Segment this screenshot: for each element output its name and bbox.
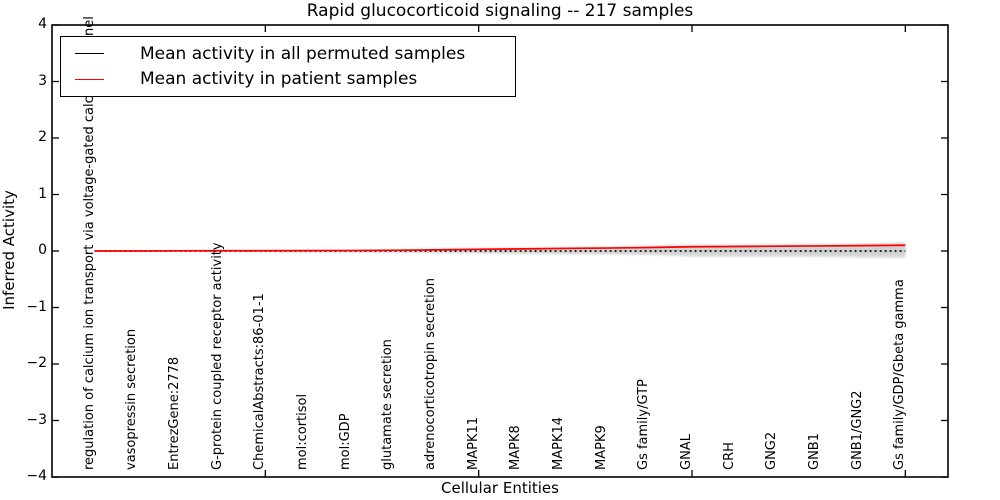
patient-line-sample bbox=[75, 78, 104, 80]
y-tick-label: 3 bbox=[38, 72, 47, 89]
y-tick-label: 0 bbox=[38, 242, 47, 258]
x-category-label: GNAL bbox=[679, 434, 694, 470]
x-category-label: MAPK14 bbox=[551, 416, 566, 470]
y-tick-label: 4 bbox=[38, 16, 47, 32]
y-axis-label: Inferred Activity bbox=[0, 190, 18, 310]
x-category-label: glutamate secretion bbox=[380, 339, 396, 470]
x-category-label: MAPK11 bbox=[465, 416, 481, 470]
x-category-label: mol:GDP bbox=[337, 413, 353, 470]
chart-title: Rapid glucocorticoid signaling -- 217 sa… bbox=[306, 1, 694, 21]
legend-label-permuted: Mean activity in all permuted samples bbox=[140, 43, 466, 64]
x-category-label: GNB1/GNG2 bbox=[849, 390, 865, 470]
y-tick-label: −1 bbox=[26, 298, 47, 315]
y-tick-label: 1 bbox=[38, 185, 47, 202]
x-category-label: Gs family/GTP bbox=[636, 379, 652, 470]
data-lines bbox=[94, 244, 906, 252]
x-category-label: adrenocorticotropin secretion bbox=[423, 278, 438, 470]
patient-mean-line bbox=[94, 244, 906, 252]
y-tick-label: −3 bbox=[26, 411, 47, 428]
axes-frame bbox=[51, 24, 949, 478]
legend-entry-permuted: Mean activity in all permuted samples bbox=[61, 41, 515, 67]
x-axis-label: Cellular Entities bbox=[441, 479, 559, 497]
x-category-label: GNG2 bbox=[764, 431, 780, 470]
x-category-label: MAPK8 bbox=[508, 425, 524, 470]
y-tick-label: −4 bbox=[26, 468, 47, 484]
x-category-label: EntrezGene:2778 bbox=[167, 356, 182, 470]
x-category-label: GNB1 bbox=[807, 433, 822, 470]
legend-label-patient: Mean activity in patient samples bbox=[140, 69, 418, 90]
x-category-label: MAPK9 bbox=[593, 425, 609, 470]
y-tick-label: 2 bbox=[38, 129, 47, 145]
y-tick-label: −2 bbox=[26, 355, 47, 371]
permuted-line-sample bbox=[75, 53, 104, 55]
x-category-label: ChemicalAbstracts:86-01-1 bbox=[252, 293, 268, 470]
x-category-label: mol:cortisol bbox=[295, 393, 310, 470]
x-category-label: Gs family/GDP/Gbeta gamma bbox=[892, 279, 908, 470]
x-category-label: vasopressin secretion bbox=[124, 328, 140, 470]
x-category-label: G-protein coupled receptor activity bbox=[209, 242, 225, 470]
x-category-label: CRH bbox=[721, 442, 737, 470]
legend: Mean activity in all permuted samples Me… bbox=[60, 36, 516, 97]
legend-entry-patient: Mean activity in patient samples bbox=[61, 67, 515, 93]
